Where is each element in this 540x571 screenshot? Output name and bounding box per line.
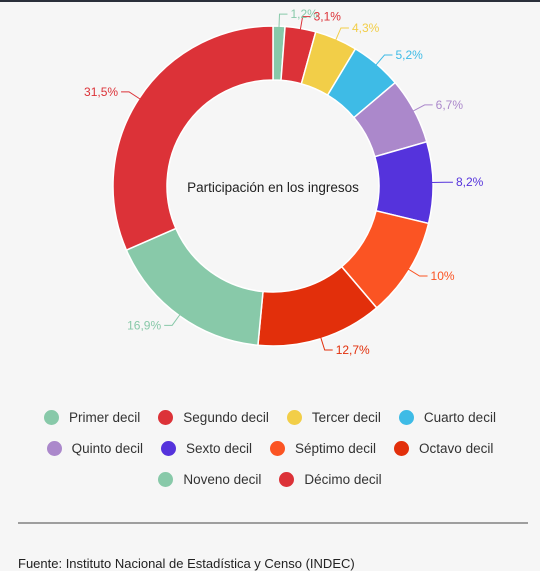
footer-divider xyxy=(18,522,528,524)
legend-item-9: Noveno decil xyxy=(158,470,261,488)
value-label-4: 5,2% xyxy=(395,48,423,62)
legend-item-4: Cuarto decil xyxy=(399,408,496,426)
legend-swatch xyxy=(161,441,176,456)
slice-6 xyxy=(375,142,433,224)
legend-label: Primer decil xyxy=(69,410,140,425)
source-note: Fuente: Instituto Nacional de Estadístic… xyxy=(18,556,355,571)
legend-item-2: Segundo decil xyxy=(158,408,269,426)
legend-item-5: Quinto decil xyxy=(47,439,143,457)
value-label-6: 8,2% xyxy=(456,175,484,189)
value-label-5: 6,7% xyxy=(436,98,464,112)
legend-item-10: Décimo decil xyxy=(279,470,381,488)
leader-line-9 xyxy=(164,314,180,325)
legend-item-1: Primer decil xyxy=(44,408,140,426)
legend-label: Segundo decil xyxy=(183,410,269,425)
legend-label: Décimo decil xyxy=(304,472,381,487)
legend-label: Tercer decil xyxy=(312,410,381,425)
legend-swatch xyxy=(394,441,409,456)
leader-line-4 xyxy=(375,55,392,66)
legend-item-8: Octavo decil xyxy=(394,439,493,457)
legend-item-6: Sexto decil xyxy=(161,439,252,457)
legend-item-3: Tercer decil xyxy=(287,408,381,426)
legend-item-7: Séptimo decil xyxy=(270,439,376,457)
legend-swatch xyxy=(279,472,294,487)
legend-label: Quinto decil xyxy=(72,441,143,456)
leader-line-5 xyxy=(412,105,432,112)
legend-swatch xyxy=(47,441,62,456)
legend-swatch xyxy=(158,410,173,425)
legend-swatch xyxy=(158,472,173,487)
legend-swatch xyxy=(270,441,285,456)
center-label: Participación en los ingresos xyxy=(187,180,359,195)
legend-label: Sexto decil xyxy=(186,441,252,456)
leader-line-10 xyxy=(121,92,141,100)
chart-legend: Primer decil Segundo decil Tercer decil Cua… xyxy=(18,408,522,488)
legend-swatch xyxy=(44,410,59,425)
slice-10 xyxy=(113,26,273,250)
value-label-9: 16,9% xyxy=(127,318,161,332)
legend-label: Octavo decil xyxy=(419,441,493,456)
value-label-10: 31,5% xyxy=(84,85,118,99)
legend-label: Cuarto decil xyxy=(424,410,496,425)
legend-swatch xyxy=(399,410,414,425)
donut-chart: 1,2%3,1%4,3%5,2%6,7%8,2%10%12,7%16,9%31,… xyxy=(0,0,540,400)
value-label-3: 4,3% xyxy=(352,21,380,35)
value-label-7: 10% xyxy=(431,269,455,283)
leader-line-7 xyxy=(408,269,428,276)
value-label-2: 3,1% xyxy=(314,10,342,24)
legend-swatch xyxy=(287,410,302,425)
value-label-8: 12,7% xyxy=(336,343,370,357)
legend-label: Noveno decil xyxy=(183,472,261,487)
legend-label: Séptimo decil xyxy=(295,441,376,456)
